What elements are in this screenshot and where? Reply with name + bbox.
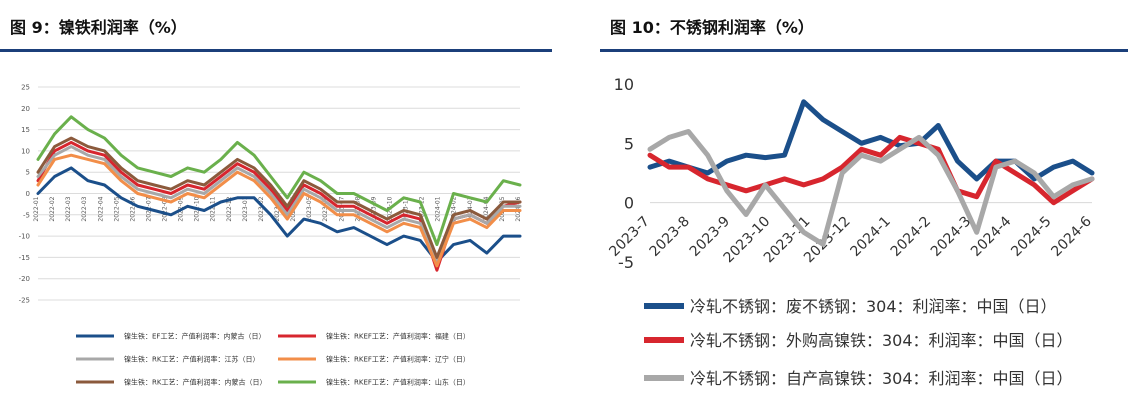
left-xtick-label-12: 2022-12 [226, 196, 233, 221]
left-xtick-label-28: 2024-04 [483, 196, 490, 221]
right-xtick-label-8: 2024-3 [928, 214, 974, 260]
right-legend-label-2: 冷轧不锈钢：自产高镍铁：304：利润率：中国（日） [690, 369, 1073, 388]
left-xtick-label-4: 2022-04 [97, 196, 104, 221]
left-chart-panel: 图 9：镍铁利润率（%） 25 20 15 10 5 0 -5 -10 -15 -20 -25 202… [0, 0, 552, 409]
left-ytick-label-9: -20 [19, 275, 30, 283]
left-legend-label-2: 镍生铁：RK工艺：产值利润率：江苏（日） [124, 355, 259, 364]
left-ytick-label-10: -25 [19, 297, 30, 305]
left-series-line-4 [36, 136, 522, 259]
left-chart-svg: 25 20 15 10 5 0 -5 -10 -15 -20 -25 2022-01 2022-02 20… [19, 84, 522, 387]
right-ytick-label-0: 10 [614, 75, 634, 94]
left-xtick-label-19: 2023-07 [338, 196, 345, 221]
left-title-rule [0, 49, 552, 52]
left-xtick-label-13: 2023-01 [242, 196, 249, 221]
left-ytick-label-8: -15 [19, 254, 30, 262]
left-xtick-label-21: 2023-09 [370, 196, 377, 221]
right-chart-svg: 1050-52023-72023-82023-92023-102023-1120… [606, 75, 1095, 388]
right-legend-label-1: 冷轧不锈钢：外购高镍铁：304：利润率：中国（日） [690, 331, 1073, 350]
left-ytick-label-6: -5 [23, 211, 30, 219]
left-ytick-label-4: 5 [26, 169, 30, 177]
left-ytick-label-1: 20 [21, 105, 30, 113]
right-xtick-label-9: 2024-4 [968, 213, 1014, 259]
left-ytick-label-7: -10 [19, 233, 30, 241]
left-chart-title: 图 9：镍铁利润率（%） [10, 18, 187, 37]
left-series-line-3 [36, 153, 522, 268]
right-series-line-2 [647, 129, 1095, 247]
left-xtick-label-17: 2023-05 [306, 196, 313, 221]
left-ytick-label-2: 15 [21, 126, 30, 134]
left-legend-label-0: 镍生铁：EF工艺：产值利润率：内蒙古（日） [124, 332, 265, 341]
left-xtick-label-5: 2022-05 [113, 196, 120, 221]
left-legend-label-4: 镍生铁：RK工艺：产值利润率：内蒙古（日） [124, 378, 266, 387]
left-xtick-label-6: 2022-06 [129, 196, 136, 221]
left-series-line-5 [36, 115, 522, 247]
right-legend-label-0: 冷轧不锈钢：废不锈钢：304：利润率：中国（日） [690, 297, 1057, 316]
left-xtick-label-3: 2022-03 [81, 196, 88, 221]
left-legend-label-5: 镍生铁：RKEF工艺：产值利润率：山东（日） [326, 378, 470, 387]
right-ytick-label-2: 0 [624, 194, 634, 213]
left-ytick-label-5: 0 [26, 190, 30, 198]
right-ytick-label-1: 5 [624, 134, 634, 153]
right-xtick-label-10: 2024-5 [1008, 214, 1054, 260]
left-ytick-label-3: 10 [21, 147, 30, 155]
right-xtick-label-7: 2024-2 [888, 214, 934, 260]
left-xtick-label-25: 2024-01 [435, 196, 442, 221]
left-xtick-label-27: 2024-03 [467, 196, 474, 221]
right-chart-title: 图 10：不锈钢利润率（%） [610, 18, 814, 37]
left-xtick-label-26: 2024-02 [451, 196, 458, 221]
left-xtick-label-23: 2023-11 [403, 196, 410, 221]
left-xtick-label-8: 2022-08 [162, 196, 169, 221]
left-legend-label-1: 镍生铁：RKEF工艺：产值利润率：福建（日） [326, 332, 470, 341]
right-title-rule [600, 49, 1128, 52]
right-chart-panel: 图 10：不锈钢利润率（%） 10 5 0 -5 2023-7 2023-8 2023-9 2… [600, 0, 1128, 409]
left-xtick-label-0: 2022-01 [33, 196, 40, 221]
left-series-line-2 [36, 145, 522, 264]
left-xtick-label-30: 2024-06 [515, 196, 522, 221]
left-xtick-label-11: 2022-11 [210, 196, 217, 221]
left-legend-label-3: 镍生铁：RKEF工艺：产值利润率：辽宁（日） [326, 355, 470, 364]
right-ytick-label-3: -5 [618, 253, 634, 272]
left-xtick-label-14: 2023-02 [258, 196, 265, 221]
right-xtick-label-6: 2024-1 [848, 214, 894, 260]
left-ytick-label-0: 25 [21, 84, 30, 92]
right-xtick-label-11: 2024-6 [1048, 213, 1094, 259]
left-xtick-label-18: 2023-06 [322, 196, 329, 221]
right-xtick-label-1: 2023-8 [647, 214, 693, 260]
left-xtick-label-1: 2022-02 [49, 196, 56, 221]
left-xtick-label-2: 2022-03 [65, 196, 72, 221]
